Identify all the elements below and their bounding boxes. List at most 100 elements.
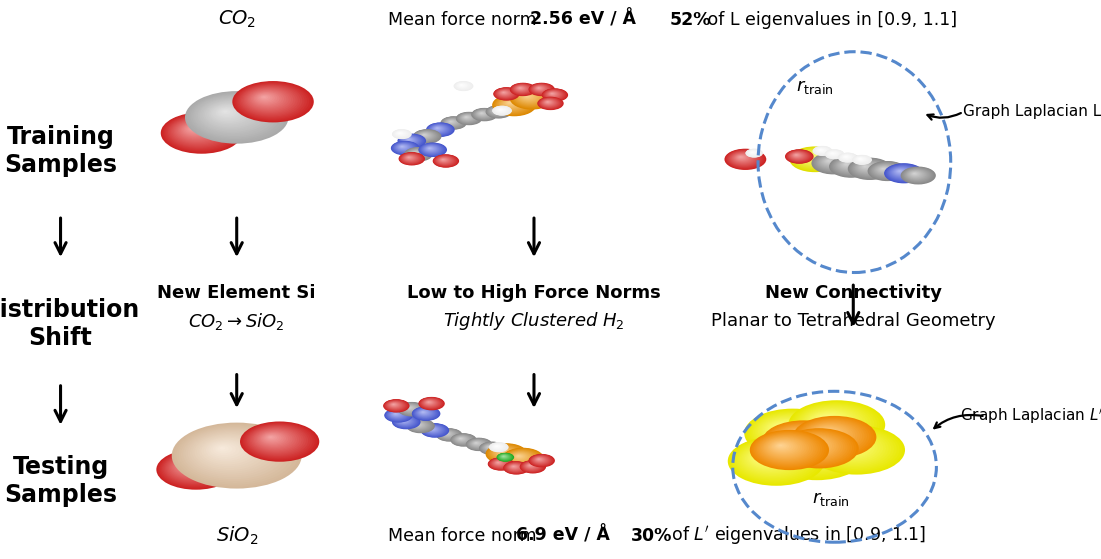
Circle shape: [501, 451, 503, 452]
Circle shape: [545, 101, 552, 104]
Circle shape: [911, 172, 920, 177]
Circle shape: [185, 91, 288, 144]
Circle shape: [800, 406, 866, 440]
Circle shape: [426, 122, 454, 136]
Circle shape: [488, 446, 492, 448]
Circle shape: [819, 149, 821, 150]
Circle shape: [410, 420, 429, 430]
Circle shape: [808, 156, 810, 157]
Circle shape: [421, 133, 428, 137]
Circle shape: [497, 108, 504, 112]
Circle shape: [532, 456, 549, 465]
Circle shape: [479, 112, 486, 115]
Circle shape: [406, 419, 435, 433]
Circle shape: [531, 84, 552, 94]
Circle shape: [410, 150, 424, 157]
Circle shape: [444, 432, 450, 435]
Circle shape: [418, 132, 433, 139]
Circle shape: [163, 453, 225, 484]
Circle shape: [788, 151, 809, 162]
Circle shape: [750, 151, 756, 154]
Circle shape: [546, 101, 549, 103]
Circle shape: [828, 151, 839, 157]
Circle shape: [887, 165, 918, 181]
Circle shape: [749, 150, 759, 155]
Circle shape: [468, 439, 489, 449]
Circle shape: [803, 440, 821, 449]
Circle shape: [429, 148, 430, 149]
Circle shape: [252, 91, 282, 106]
Circle shape: [537, 97, 563, 110]
Circle shape: [777, 435, 852, 473]
Circle shape: [493, 447, 514, 458]
Circle shape: [497, 89, 515, 98]
Circle shape: [423, 134, 425, 135]
Circle shape: [393, 130, 410, 138]
Circle shape: [750, 430, 829, 470]
Circle shape: [157, 450, 233, 489]
Circle shape: [488, 446, 491, 448]
Circle shape: [534, 86, 545, 91]
Circle shape: [497, 108, 504, 112]
Circle shape: [746, 410, 839, 457]
Circle shape: [501, 91, 508, 94]
Circle shape: [172, 457, 211, 477]
Circle shape: [490, 443, 506, 451]
Circle shape: [533, 85, 547, 92]
Circle shape: [427, 123, 453, 136]
Circle shape: [726, 149, 765, 169]
Circle shape: [792, 434, 839, 458]
Circle shape: [516, 86, 525, 91]
Circle shape: [754, 432, 822, 467]
Circle shape: [829, 151, 837, 155]
Circle shape: [785, 149, 814, 164]
Circle shape: [755, 433, 820, 466]
Circle shape: [731, 438, 819, 483]
Circle shape: [401, 404, 422, 414]
Circle shape: [493, 444, 502, 449]
Circle shape: [844, 156, 847, 157]
Circle shape: [794, 416, 874, 457]
Circle shape: [179, 122, 212, 139]
Circle shape: [837, 440, 859, 451]
Circle shape: [517, 91, 542, 103]
Circle shape: [824, 158, 836, 164]
Circle shape: [815, 147, 829, 154]
Circle shape: [495, 461, 502, 465]
Circle shape: [838, 153, 858, 163]
Circle shape: [861, 164, 871, 169]
Circle shape: [408, 139, 410, 140]
Circle shape: [238, 84, 305, 118]
Circle shape: [513, 89, 549, 107]
Circle shape: [165, 115, 236, 150]
Circle shape: [511, 452, 530, 462]
Circle shape: [407, 419, 434, 433]
Circle shape: [499, 454, 510, 459]
Circle shape: [425, 425, 443, 434]
Circle shape: [216, 107, 239, 119]
Circle shape: [753, 449, 784, 465]
Circle shape: [416, 409, 433, 417]
Circle shape: [849, 158, 890, 179]
Circle shape: [854, 156, 868, 163]
Circle shape: [819, 149, 821, 150]
Circle shape: [516, 91, 543, 104]
Circle shape: [780, 427, 784, 429]
Circle shape: [514, 85, 528, 92]
Circle shape: [912, 172, 918, 176]
Circle shape: [415, 423, 421, 426]
Circle shape: [193, 433, 269, 472]
Circle shape: [512, 84, 533, 94]
Circle shape: [397, 134, 426, 148]
Circle shape: [424, 400, 435, 405]
Circle shape: [492, 447, 516, 459]
Circle shape: [501, 455, 506, 458]
Circle shape: [184, 463, 192, 467]
Circle shape: [437, 429, 460, 440]
Circle shape: [546, 101, 550, 103]
Circle shape: [440, 116, 467, 130]
Circle shape: [403, 420, 404, 421]
Circle shape: [841, 154, 852, 160]
Circle shape: [543, 89, 566, 101]
Circle shape: [497, 108, 505, 112]
